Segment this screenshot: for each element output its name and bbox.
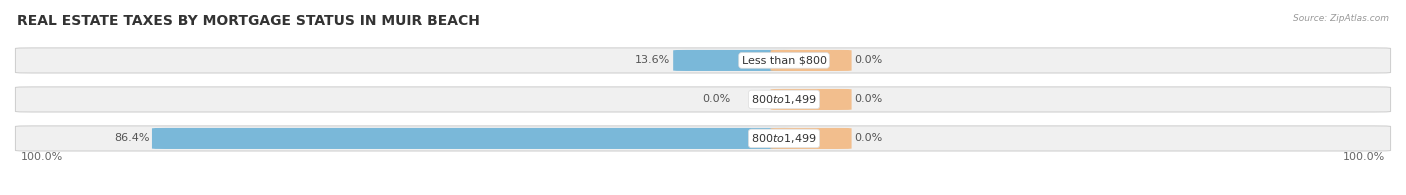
Text: REAL ESTATE TAXES BY MORTGAGE STATUS IN MUIR BEACH: REAL ESTATE TAXES BY MORTGAGE STATUS IN …	[17, 14, 479, 28]
FancyBboxPatch shape	[15, 87, 1391, 112]
FancyBboxPatch shape	[152, 128, 797, 149]
FancyBboxPatch shape	[770, 89, 852, 110]
Text: 13.6%: 13.6%	[636, 55, 671, 66]
FancyBboxPatch shape	[673, 50, 797, 71]
FancyBboxPatch shape	[15, 126, 1391, 151]
Text: $800 to $1,499: $800 to $1,499	[751, 93, 817, 106]
Text: 86.4%: 86.4%	[114, 133, 149, 144]
Text: 0.0%: 0.0%	[855, 55, 883, 66]
FancyBboxPatch shape	[15, 48, 1391, 73]
FancyBboxPatch shape	[770, 50, 852, 71]
Text: 100.0%: 100.0%	[1343, 152, 1385, 162]
Text: 100.0%: 100.0%	[21, 152, 63, 162]
FancyBboxPatch shape	[770, 128, 852, 149]
Text: Less than $800: Less than $800	[741, 55, 827, 66]
Text: 0.0%: 0.0%	[702, 94, 730, 105]
Text: Source: ZipAtlas.com: Source: ZipAtlas.com	[1294, 14, 1389, 23]
Text: 0.0%: 0.0%	[855, 94, 883, 105]
Text: 0.0%: 0.0%	[855, 133, 883, 144]
Text: $800 to $1,499: $800 to $1,499	[751, 132, 817, 145]
